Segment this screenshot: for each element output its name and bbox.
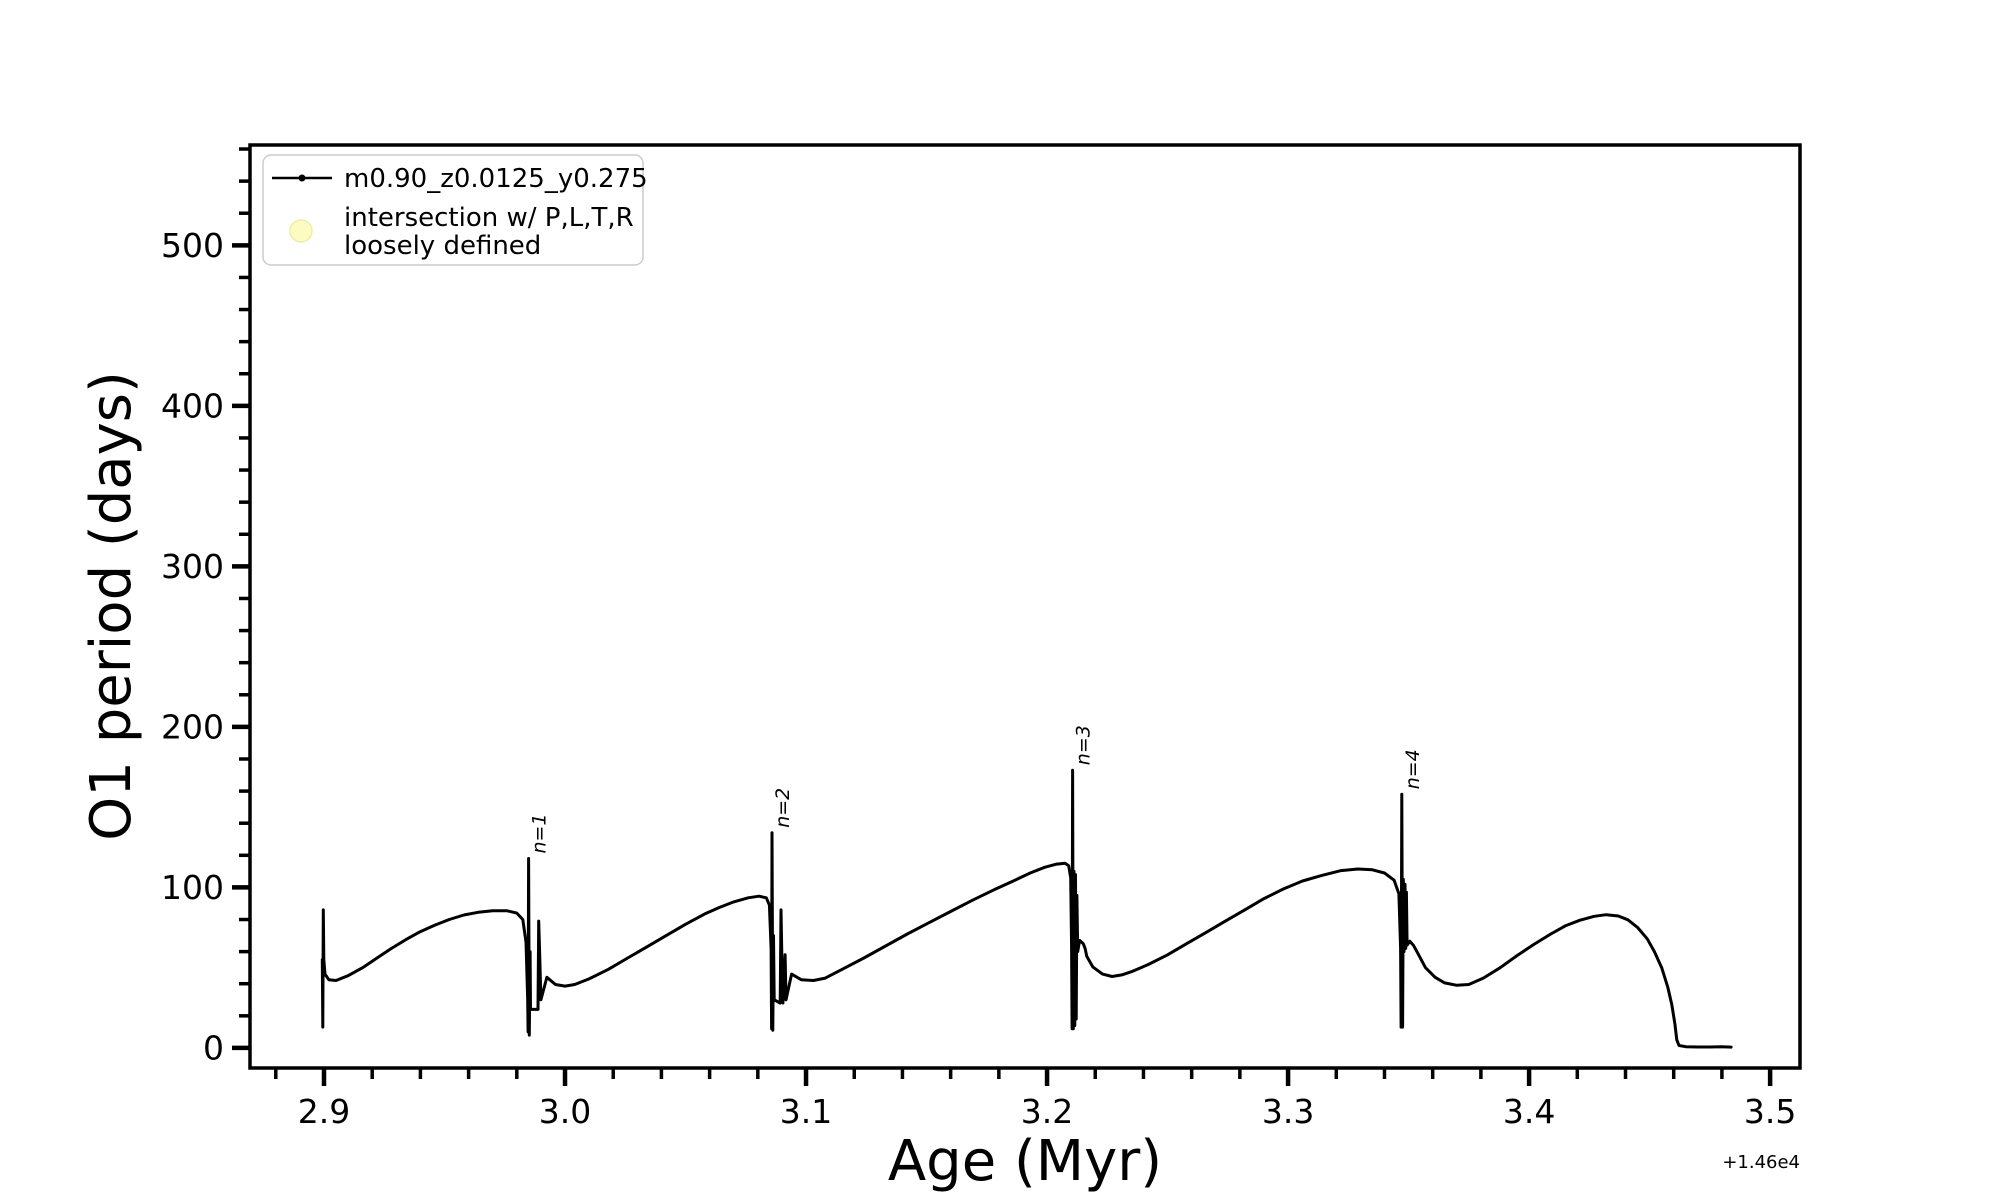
spike-annotation-label: n=2 [772, 788, 794, 828]
legend-intersection-marker-icon [290, 220, 312, 242]
x-tick-label: 3.0 [539, 1092, 591, 1131]
y-tick-label: 500 [161, 226, 224, 265]
series-line [320, 768, 1733, 1049]
legend-series-label: m0.90_z0.0125_y0.275 [344, 164, 648, 194]
y-tick-label: 100 [161, 868, 224, 907]
axes-frame [248, 143, 1802, 1070]
spike-annotation-label: n=3 [1073, 725, 1095, 765]
legend-intersection-label-line1: intersection w/ P,L,T,R [344, 203, 634, 233]
data-curve-group [320, 768, 1733, 1049]
legend: m0.90_z0.0125_y0.275 intersection w/ P,L… [262, 154, 648, 266]
legend-box [262, 154, 644, 266]
x-tick-label: 3.2 [1021, 1092, 1073, 1131]
y-tick-label: 200 [161, 707, 224, 746]
legend-line-marker-dot [298, 174, 306, 182]
legend-intersection-marker-edge [289, 219, 313, 243]
axis-ticks: 2.9 3.0 3.1 3.2 3.3 3.4 3.5 0 100 200 300 400 500 [161, 147, 1796, 1131]
x-tick-label: 3.1 [780, 1092, 832, 1131]
y-tick-label: 400 [161, 386, 224, 425]
x-tick-label: 3.5 [1744, 1092, 1796, 1131]
legend-intersection-label-line2: loosely defined [344, 231, 541, 261]
x-tick-label: 3.4 [1503, 1092, 1555, 1131]
y-tick-label: 0 [203, 1028, 224, 1067]
y-axis-label: O1 period (days) [79, 371, 144, 841]
x-tick-label: 3.3 [1262, 1092, 1314, 1131]
y-tick-label: 300 [161, 547, 224, 586]
x-axis-label: Age (Myr) [888, 1129, 1162, 1194]
x-axis-offset-text: +1.46e4 [1722, 1152, 1800, 1173]
spike-annotations: n=1 n=2 n=3 n=4 [529, 725, 1424, 853]
spike-annotation-label: n=4 [1402, 749, 1424, 789]
spike-annotation-label: n=1 [529, 813, 551, 853]
x-tick-label: 2.9 [298, 1092, 350, 1131]
